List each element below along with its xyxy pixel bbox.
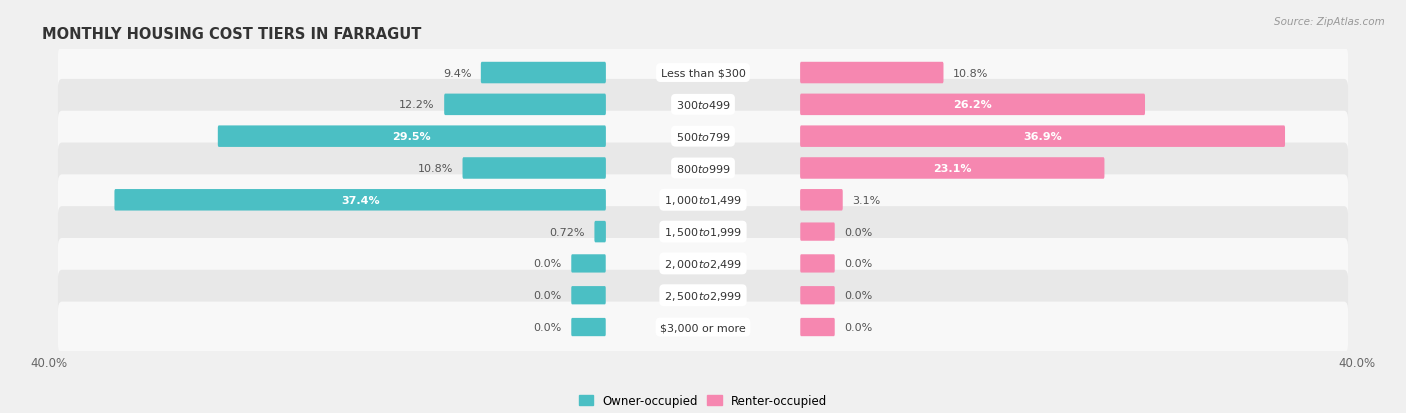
Text: 0.0%: 0.0% bbox=[845, 290, 873, 301]
FancyBboxPatch shape bbox=[800, 126, 1285, 147]
Text: 9.4%: 9.4% bbox=[443, 69, 471, 78]
Text: $1,500 to $1,999: $1,500 to $1,999 bbox=[664, 225, 742, 239]
FancyBboxPatch shape bbox=[58, 175, 1348, 225]
FancyBboxPatch shape bbox=[800, 318, 835, 336]
Text: 0.0%: 0.0% bbox=[845, 259, 873, 269]
FancyBboxPatch shape bbox=[800, 286, 835, 305]
FancyBboxPatch shape bbox=[481, 63, 606, 84]
Text: Less than $300: Less than $300 bbox=[661, 69, 745, 78]
Text: 0.0%: 0.0% bbox=[533, 259, 561, 269]
FancyBboxPatch shape bbox=[58, 238, 1348, 289]
Text: 0.0%: 0.0% bbox=[533, 322, 561, 332]
Text: $500 to $799: $500 to $799 bbox=[675, 131, 731, 143]
FancyBboxPatch shape bbox=[58, 302, 1348, 353]
Text: 26.2%: 26.2% bbox=[953, 100, 993, 110]
FancyBboxPatch shape bbox=[58, 48, 1348, 99]
Text: $3,000 or more: $3,000 or more bbox=[661, 322, 745, 332]
Text: $300 to $499: $300 to $499 bbox=[675, 99, 731, 111]
Legend: Owner-occupied, Renter-occupied: Owner-occupied, Renter-occupied bbox=[574, 389, 832, 411]
FancyBboxPatch shape bbox=[58, 112, 1348, 162]
Text: $2,000 to $2,499: $2,000 to $2,499 bbox=[664, 257, 742, 270]
FancyBboxPatch shape bbox=[571, 286, 606, 305]
Text: MONTHLY HOUSING COST TIERS IN FARRAGUT: MONTHLY HOUSING COST TIERS IN FARRAGUT bbox=[42, 26, 422, 41]
Text: 0.72%: 0.72% bbox=[550, 227, 585, 237]
FancyBboxPatch shape bbox=[800, 63, 943, 84]
FancyBboxPatch shape bbox=[595, 221, 606, 243]
FancyBboxPatch shape bbox=[463, 158, 606, 179]
FancyBboxPatch shape bbox=[571, 255, 606, 273]
FancyBboxPatch shape bbox=[800, 190, 842, 211]
Text: 0.0%: 0.0% bbox=[845, 227, 873, 237]
Text: 10.8%: 10.8% bbox=[953, 69, 988, 78]
FancyBboxPatch shape bbox=[571, 318, 606, 336]
Text: 0.0%: 0.0% bbox=[533, 290, 561, 301]
Text: 23.1%: 23.1% bbox=[934, 164, 972, 173]
Text: 37.4%: 37.4% bbox=[340, 195, 380, 205]
FancyBboxPatch shape bbox=[58, 206, 1348, 257]
FancyBboxPatch shape bbox=[800, 223, 835, 241]
Text: $2,500 to $2,999: $2,500 to $2,999 bbox=[664, 289, 742, 302]
Text: 10.8%: 10.8% bbox=[418, 164, 453, 173]
Text: 29.5%: 29.5% bbox=[392, 132, 432, 142]
FancyBboxPatch shape bbox=[444, 95, 606, 116]
Text: $1,000 to $1,499: $1,000 to $1,499 bbox=[664, 194, 742, 207]
FancyBboxPatch shape bbox=[218, 126, 606, 147]
Text: 0.0%: 0.0% bbox=[845, 322, 873, 332]
FancyBboxPatch shape bbox=[800, 95, 1144, 116]
FancyBboxPatch shape bbox=[800, 255, 835, 273]
Text: 36.9%: 36.9% bbox=[1024, 132, 1062, 142]
FancyBboxPatch shape bbox=[114, 190, 606, 211]
FancyBboxPatch shape bbox=[58, 80, 1348, 131]
FancyBboxPatch shape bbox=[800, 158, 1105, 179]
Text: Source: ZipAtlas.com: Source: ZipAtlas.com bbox=[1274, 17, 1385, 26]
Text: 3.1%: 3.1% bbox=[852, 195, 880, 205]
Text: 12.2%: 12.2% bbox=[399, 100, 434, 110]
Text: $800 to $999: $800 to $999 bbox=[675, 163, 731, 175]
FancyBboxPatch shape bbox=[58, 143, 1348, 194]
FancyBboxPatch shape bbox=[58, 270, 1348, 321]
